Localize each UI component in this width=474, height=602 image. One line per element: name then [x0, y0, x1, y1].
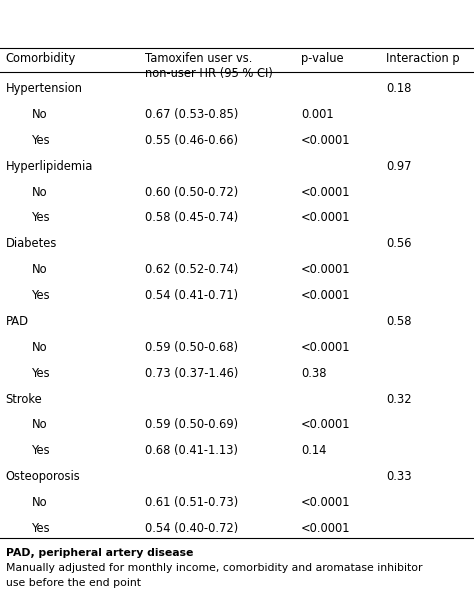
Text: 0.62 (0.52-0.74): 0.62 (0.52-0.74)	[145, 263, 238, 276]
Text: p-value: p-value	[301, 52, 344, 65]
Text: 0.59 (0.50-0.69): 0.59 (0.50-0.69)	[145, 418, 237, 432]
Text: 0.14: 0.14	[301, 444, 327, 458]
Text: <0.0001: <0.0001	[301, 134, 350, 147]
Text: 0.54 (0.40-0.72): 0.54 (0.40-0.72)	[145, 522, 238, 535]
Text: Yes: Yes	[32, 522, 50, 535]
Text: Manually adjusted for monthly income, comorbidity and aromatase inhibitor: Manually adjusted for monthly income, co…	[6, 563, 422, 573]
Text: 0.18: 0.18	[386, 82, 412, 95]
Text: Yes: Yes	[32, 289, 50, 302]
Text: Yes: Yes	[32, 134, 50, 147]
Text: Yes: Yes	[32, 367, 50, 380]
Text: 0.58: 0.58	[386, 315, 412, 328]
Text: 0.54 (0.41-0.71): 0.54 (0.41-0.71)	[145, 289, 237, 302]
Text: <0.0001: <0.0001	[301, 341, 350, 354]
Text: 0.73 (0.37-1.46): 0.73 (0.37-1.46)	[145, 367, 238, 380]
Text: Stroke: Stroke	[6, 393, 43, 406]
Text: 0.56: 0.56	[386, 237, 412, 250]
Text: PAD, peripheral artery disease: PAD, peripheral artery disease	[6, 548, 193, 558]
Text: <0.0001: <0.0001	[301, 496, 350, 509]
Text: use before the end point: use before the end point	[6, 578, 141, 588]
Text: 0.61 (0.51-0.73): 0.61 (0.51-0.73)	[145, 496, 238, 509]
Text: PAD: PAD	[6, 315, 29, 328]
Text: Hyperlipidemia: Hyperlipidemia	[6, 160, 93, 173]
Text: 0.58 (0.45-0.74): 0.58 (0.45-0.74)	[145, 211, 238, 225]
Text: No: No	[32, 341, 47, 354]
Text: No: No	[32, 418, 47, 432]
Text: 0.38: 0.38	[301, 367, 327, 380]
Text: Comorbidity: Comorbidity	[6, 52, 76, 65]
Text: 0.32: 0.32	[386, 393, 412, 406]
Text: <0.0001: <0.0001	[301, 185, 350, 199]
Text: <0.0001: <0.0001	[301, 522, 350, 535]
Text: <0.0001: <0.0001	[301, 418, 350, 432]
Text: Yes: Yes	[32, 211, 50, 225]
Text: <0.0001: <0.0001	[301, 289, 350, 302]
Text: 0.55 (0.46-0.66): 0.55 (0.46-0.66)	[145, 134, 237, 147]
Text: 0.67 (0.53-0.85): 0.67 (0.53-0.85)	[145, 108, 238, 121]
Text: 0.97: 0.97	[386, 160, 412, 173]
Text: 0.59 (0.50-0.68): 0.59 (0.50-0.68)	[145, 341, 237, 354]
Text: <0.0001: <0.0001	[301, 211, 350, 225]
Text: Interaction p: Interaction p	[386, 52, 460, 65]
Text: Tamoxifen user vs.
non-user HR (95 % CI): Tamoxifen user vs. non-user HR (95 % CI)	[145, 52, 273, 80]
Text: Yes: Yes	[32, 444, 50, 458]
Text: 0.68 (0.41-1.13): 0.68 (0.41-1.13)	[145, 444, 237, 458]
Text: 0.60 (0.50-0.72): 0.60 (0.50-0.72)	[145, 185, 238, 199]
Text: Osteoporosis: Osteoporosis	[6, 470, 81, 483]
Text: Hypertension: Hypertension	[6, 82, 82, 95]
Text: Diabetes: Diabetes	[6, 237, 57, 250]
Text: No: No	[32, 496, 47, 509]
Text: No: No	[32, 185, 47, 199]
Text: No: No	[32, 108, 47, 121]
Text: <0.0001: <0.0001	[301, 263, 350, 276]
Text: No: No	[32, 263, 47, 276]
Text: 0.33: 0.33	[386, 470, 412, 483]
Text: 0.001: 0.001	[301, 108, 334, 121]
